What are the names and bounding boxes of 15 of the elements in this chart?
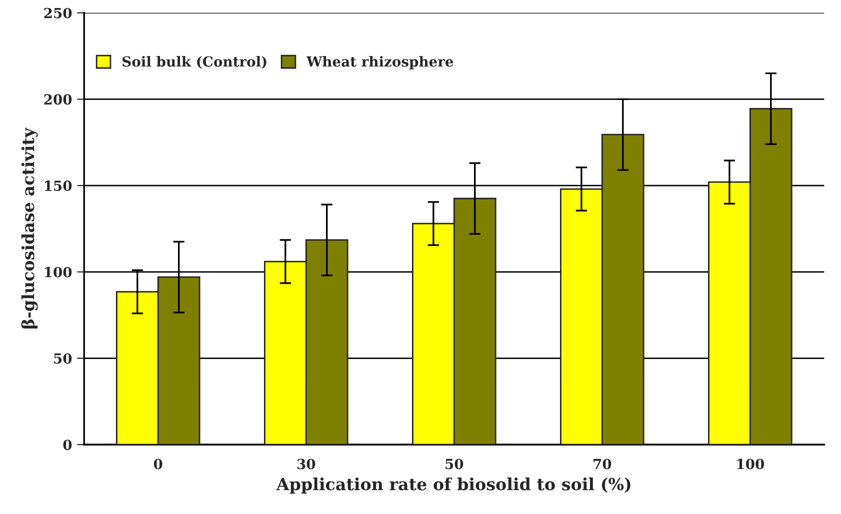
y-axis-title: β-glucosidase activity: [21, 127, 38, 329]
x-tick-label: 50: [446, 458, 464, 470]
y-tick-label: 250: [44, 8, 72, 18]
x-axis-title: Application rate of biosolid to soil (%): [276, 477, 630, 494]
y-tick-label: 50: [54, 353, 72, 364]
x-tick-label: 30: [297, 458, 316, 470]
legend-label: Soil bulk (Control): [122, 56, 266, 69]
y-tick-label: 200: [44, 94, 72, 105]
y-tick-label: 150: [45, 180, 72, 192]
x-tick-label: 70: [594, 458, 612, 470]
x-tick-label: 0: [154, 458, 162, 470]
legend-label: Wheat rhizosphere: [306, 56, 454, 70]
x-tick-label: 100: [737, 458, 764, 470]
y-tick-label: 100: [45, 266, 72, 278]
y-tick-label: 0: [63, 440, 72, 450]
